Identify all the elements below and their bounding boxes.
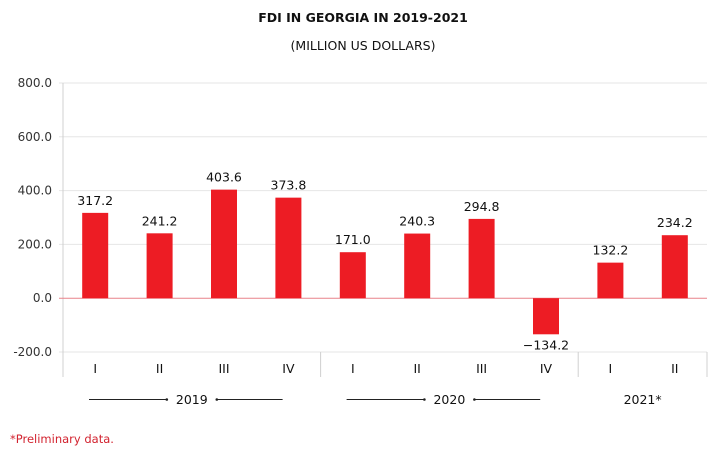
- data-label: 234.2: [657, 215, 693, 230]
- y-tick-label: 200.0: [18, 237, 52, 251]
- quarter-label: I: [609, 361, 613, 376]
- quarter-label: III: [218, 361, 229, 376]
- bar: [146, 233, 173, 299]
- y-tick-label: 600.0: [18, 130, 52, 144]
- year-label: 2020: [433, 392, 465, 407]
- chart-title: FDI IN GEORGIA IN 2019-2021: [258, 10, 468, 25]
- footnote-preliminary: *Preliminary data.: [10, 432, 114, 446]
- chart-subtitle: (MILLION US DOLLARS): [291, 38, 436, 53]
- bar: [82, 212, 109, 299]
- y-tick-label: -200.0: [13, 345, 52, 359]
- quarter-label: I: [93, 361, 97, 376]
- bar: [597, 262, 624, 299]
- data-label: 317.2: [77, 193, 113, 208]
- quarter-label: IV: [540, 361, 553, 376]
- quarter-label: II: [156, 361, 163, 376]
- data-label: 403.6: [206, 170, 242, 185]
- data-label: 171.0: [335, 232, 371, 247]
- year-label: 2019: [176, 392, 208, 407]
- bar: [533, 298, 559, 335]
- data-labels: 317.2 241.2 403.6 373.8 171.0 240.3 294.8 −134.…: [77, 170, 692, 353]
- bar: [211, 189, 237, 299]
- gridlines: [59, 82, 707, 377]
- y-tick-label: 800.0: [18, 76, 52, 90]
- bars: [82, 189, 688, 335]
- quarter-label: II: [671, 361, 678, 376]
- year-bracket-dot: [423, 398, 426, 401]
- data-label: −134.2: [523, 337, 569, 352]
- y-tick-label: 0.0: [33, 291, 52, 305]
- quarter-label: II: [414, 361, 421, 376]
- year-bracket-dot: [165, 398, 169, 401]
- data-label: 240.3: [399, 214, 435, 229]
- y-tick-label: 400.0: [18, 184, 52, 198]
- quarter-label: IV: [282, 361, 295, 376]
- bar: [339, 252, 366, 299]
- quarter-label: III: [476, 361, 487, 376]
- year-label: 2021*: [624, 392, 662, 407]
- bar: [404, 233, 431, 299]
- data-label: 373.8: [271, 178, 307, 193]
- year-bracket-dot: [215, 398, 219, 401]
- data-label: 294.8: [464, 199, 500, 214]
- bar: [275, 197, 302, 299]
- year-bracket-dot: [473, 398, 476, 401]
- quarter-label: I: [351, 361, 355, 376]
- y-axis-ticks: 800.0 600.0 400.0 200.0 0.0 -200.0: [13, 76, 52, 359]
- data-label: 132.2: [593, 243, 629, 258]
- bar: [468, 218, 495, 299]
- data-label: 241.2: [142, 213, 178, 228]
- bar: [661, 235, 688, 299]
